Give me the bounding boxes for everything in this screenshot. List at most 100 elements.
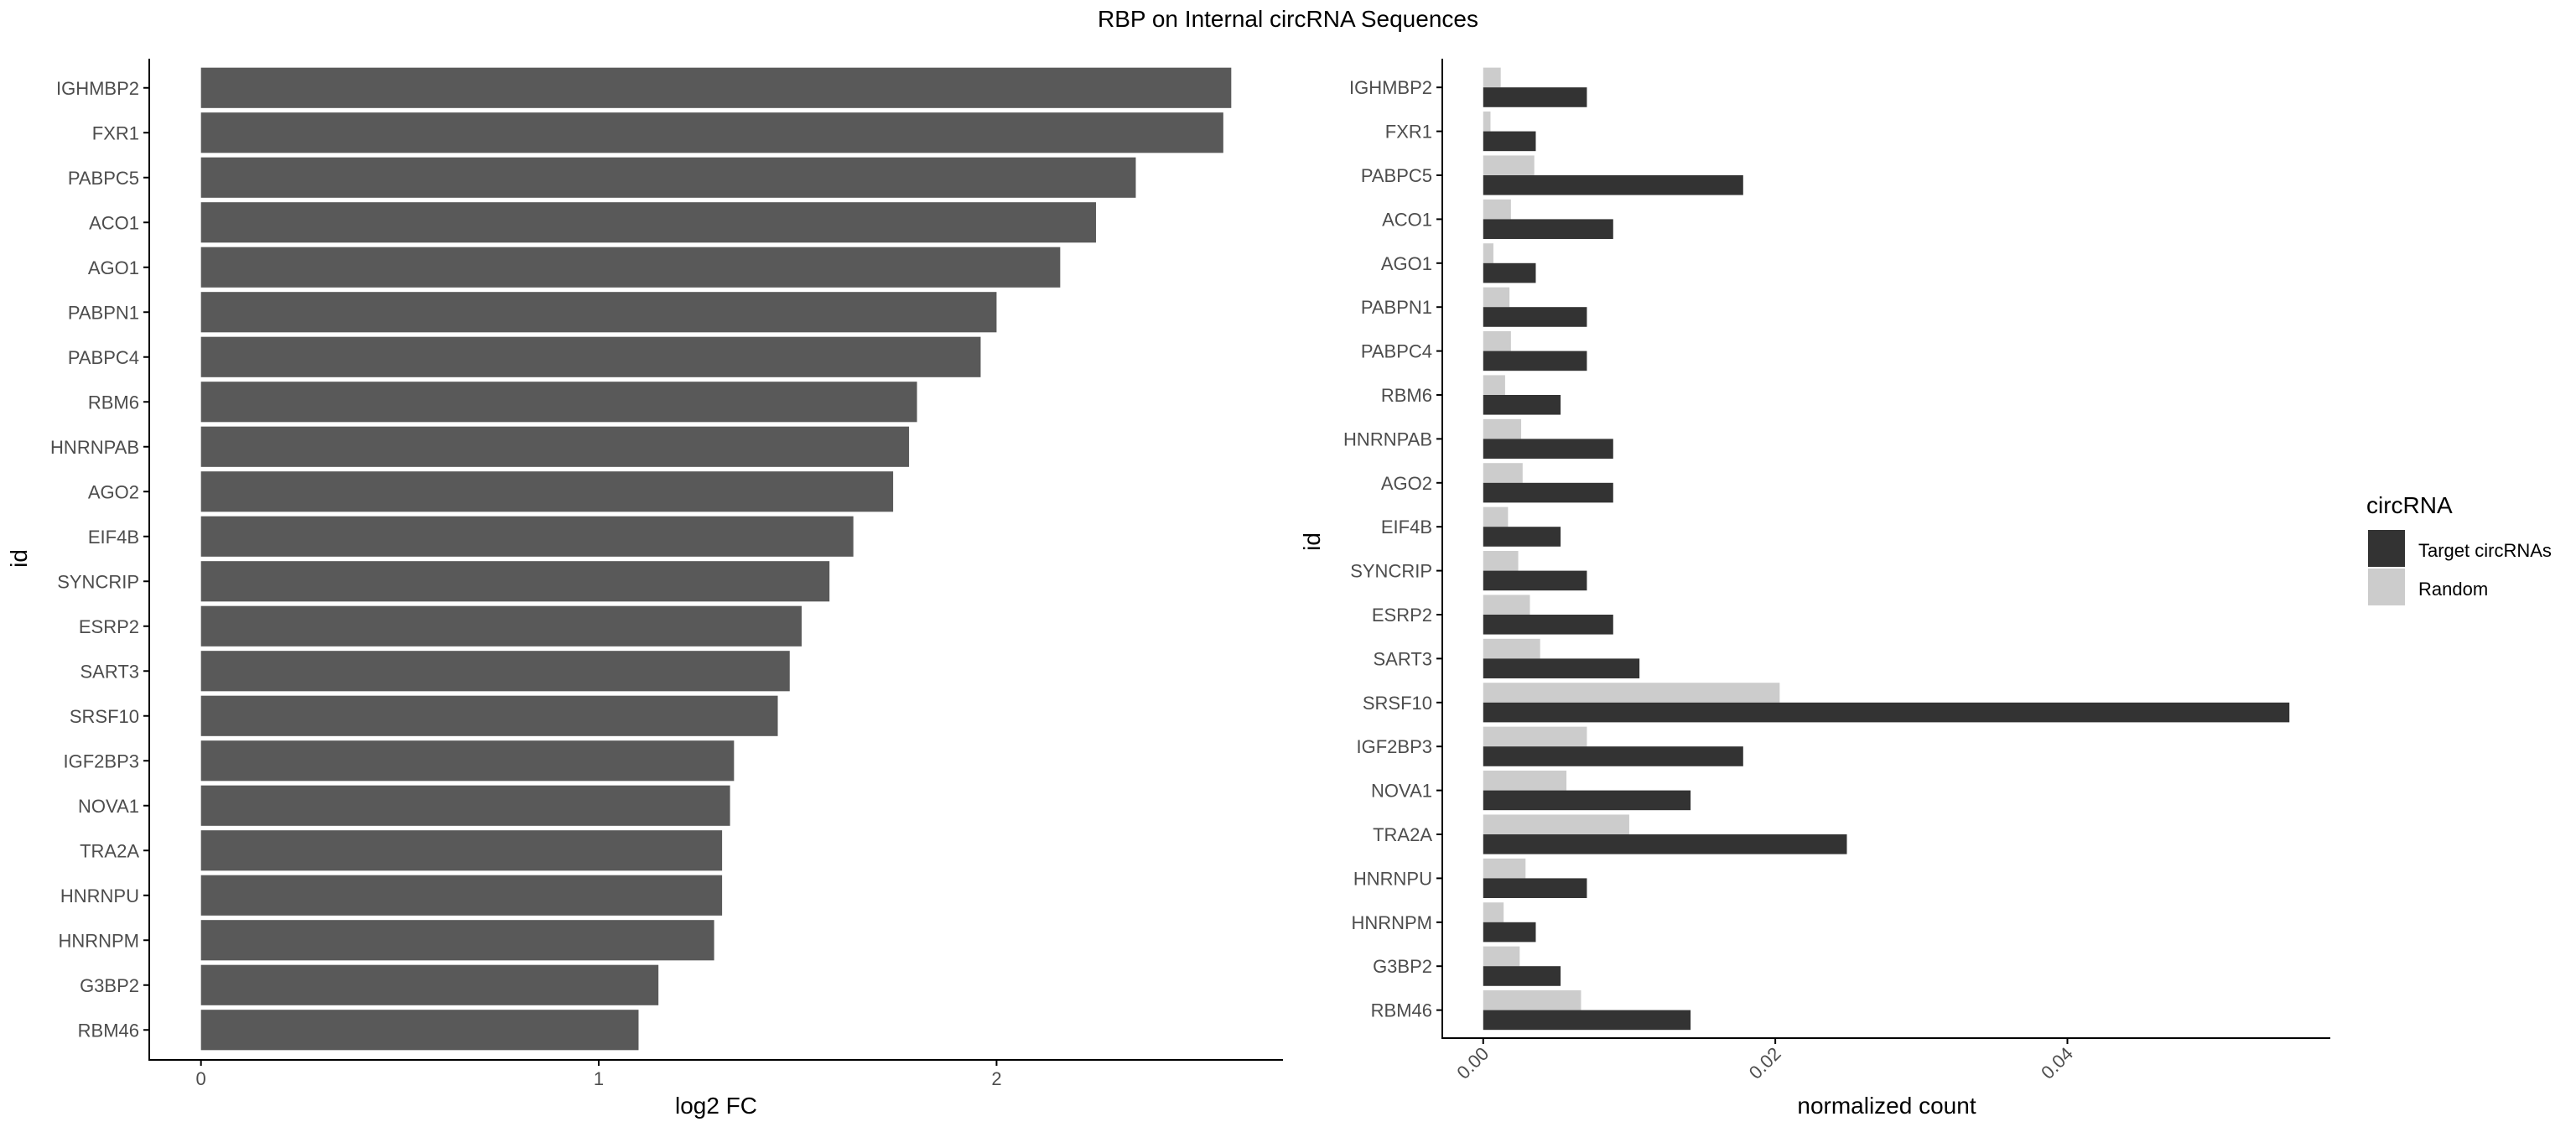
bar-random-syncrip bbox=[1483, 551, 1519, 571]
y-tick-label-fxr1: FXR1 bbox=[1385, 122, 1432, 143]
y-tick-label-hnrnpm: HNRNPM bbox=[1351, 912, 1432, 933]
y-tick-label-esrp2: ESRP2 bbox=[79, 616, 139, 637]
right-y-tick-labels: IGHMBP2 FXR1 PABPC5 ACO1 AGO1 PABPN1 PABPC4 RBM… bbox=[1343, 77, 1442, 1021]
bar-random-pabpc5 bbox=[1483, 155, 1535, 175]
bar-random-tra2a bbox=[1483, 814, 1629, 834]
chart-title: RBP on Internal circRNA Sequences bbox=[1098, 6, 1478, 32]
right-x-axis-title: normalized count bbox=[1797, 1093, 1976, 1119]
bar-target-rbm6 bbox=[1483, 395, 1561, 415]
y-tick-label-hnrnpm: HNRNPM bbox=[58, 930, 139, 951]
y-tick-label-nova1: NOVA1 bbox=[1371, 781, 1432, 802]
bar-target-ago2 bbox=[1483, 482, 1613, 503]
bar-random-hnrnpm bbox=[1483, 902, 1504, 922]
bar-esrp2 bbox=[200, 605, 802, 647]
bar-target-ago1 bbox=[1483, 262, 1536, 283]
bar-hnrnpm bbox=[200, 920, 714, 961]
bar-random-g3bp2 bbox=[1483, 946, 1520, 967]
bar-igf2bp3 bbox=[200, 740, 735, 782]
y-tick-label-aco1: ACO1 bbox=[1382, 209, 1432, 230]
y-tick-label-ighmbp2: IGHMBP2 bbox=[1349, 77, 1432, 98]
bar-pabpc4 bbox=[200, 336, 981, 377]
x-tick-label: 0.04 bbox=[2037, 1043, 2077, 1083]
y-tick-label-syncrip: SYNCRIP bbox=[57, 571, 139, 592]
bar-target-hnrnpab bbox=[1483, 439, 1613, 459]
bar-target-pabpc5 bbox=[1483, 175, 1743, 195]
bar-fxr1 bbox=[200, 112, 1223, 153]
y-tick-label-igf2bp3: IGF2BP3 bbox=[64, 750, 139, 771]
x-tick-label: 0 bbox=[196, 1068, 206, 1089]
bar-random-pabpc4 bbox=[1483, 331, 1511, 351]
bar-ighmbp2 bbox=[200, 67, 1232, 108]
y-tick-label-g3bp2: G3BP2 bbox=[1373, 956, 1432, 977]
y-tick-label-esrp2: ESRP2 bbox=[1372, 605, 1432, 626]
left-y-axis-title: id bbox=[6, 549, 32, 568]
bar-ago2 bbox=[200, 471, 894, 512]
y-tick-label-rbm46: RBM46 bbox=[1371, 1000, 1432, 1021]
bar-random-ago2 bbox=[1483, 463, 1523, 483]
bar-random-srsf10 bbox=[1483, 683, 1780, 703]
y-tick-label-hnrnpu: HNRNPU bbox=[60, 886, 139, 906]
y-tick-label-eif4b: EIF4B bbox=[1381, 517, 1432, 538]
legend-label-target: Target circRNAs bbox=[2418, 540, 2552, 561]
y-tick-label-pabpn1: PABPN1 bbox=[68, 302, 139, 323]
y-tick-label-pabpc4: PABPC4 bbox=[1361, 341, 1432, 362]
bar-target-igf2bp3 bbox=[1483, 746, 1743, 766]
y-tick-label-ago1: AGO1 bbox=[88, 257, 139, 278]
legend-swatch-target bbox=[2368, 530, 2405, 567]
bar-random-rbm46 bbox=[1483, 990, 1581, 1010]
bar-srsf10 bbox=[200, 695, 778, 736]
bar-random-pabpn1 bbox=[1483, 287, 1510, 308]
y-tick-label-rbm6: RBM6 bbox=[88, 392, 139, 413]
y-tick-label-sart3: SART3 bbox=[80, 661, 139, 682]
y-tick-label-pabpn1: PABPN1 bbox=[1361, 297, 1432, 318]
bar-random-ago1 bbox=[1483, 243, 1493, 263]
y-tick-label-ago1: AGO1 bbox=[1381, 253, 1432, 274]
bar-hnrnpu bbox=[200, 875, 723, 916]
bar-random-aco1 bbox=[1483, 199, 1511, 220]
right-x-ticks: 0.00 0.02 0.04 bbox=[1452, 1038, 2077, 1083]
y-tick-label-rbm6: RBM6 bbox=[1381, 385, 1432, 406]
bar-aco1 bbox=[200, 202, 1097, 243]
bar-target-pabpn1 bbox=[1483, 307, 1587, 327]
y-tick-label-tra2a: TRA2A bbox=[80, 840, 139, 861]
x-tick-label: 1 bbox=[594, 1068, 604, 1089]
y-tick-label-srsf10: SRSF10 bbox=[70, 706, 139, 727]
bar-hnrnpab bbox=[200, 426, 910, 467]
bar-rbm6 bbox=[200, 382, 917, 423]
bar-random-ighmbp2 bbox=[1483, 67, 1501, 88]
bar-random-sart3 bbox=[1483, 638, 1540, 659]
bar-tra2a bbox=[200, 830, 723, 871]
y-tick-label-igf2bp3: IGF2BP3 bbox=[1357, 736, 1432, 757]
left-x-ticks: 0 1 2 bbox=[196, 1060, 1002, 1089]
bar-target-fxr1 bbox=[1483, 131, 1536, 152]
legend-swatch-random bbox=[2368, 569, 2405, 605]
y-tick-label-syncrip: SYNCRIP bbox=[1350, 561, 1432, 582]
right-bars bbox=[1483, 67, 2290, 1031]
bar-g3bp2 bbox=[200, 964, 659, 1005]
y-tick-label-ago2: AGO2 bbox=[1381, 473, 1432, 494]
y-tick-label-fxr1: FXR1 bbox=[92, 122, 139, 143]
y-tick-label-sart3: SART3 bbox=[1373, 648, 1432, 669]
y-tick-label-rbm46: RBM46 bbox=[78, 1020, 139, 1041]
bar-pabpc5 bbox=[200, 157, 1136, 198]
left-y-tick-labels: IGHMBP2 FXR1 PABPC5 ACO1 AGO1 PABPN1 PABPC4 RBM… bbox=[50, 78, 149, 1041]
x-tick-label: 0.00 bbox=[1452, 1043, 1493, 1083]
y-tick-label-ighmbp2: IGHMBP2 bbox=[56, 78, 139, 99]
bar-random-hnrnpab bbox=[1483, 418, 1522, 439]
bar-random-hnrnpu bbox=[1483, 858, 1526, 879]
left-panel: IGHMBP2 FXR1 PABPC5 ACO1 AGO1 PABPN1 PABPC4 RBM… bbox=[6, 59, 1283, 1119]
y-tick-label-ago2: AGO2 bbox=[88, 481, 139, 502]
bar-rbm46 bbox=[200, 1010, 639, 1051]
bar-random-fxr1 bbox=[1483, 112, 1491, 132]
x-tick-label: 2 bbox=[991, 1068, 1001, 1089]
bar-target-hnrnpu bbox=[1483, 878, 1587, 898]
bar-sart3 bbox=[200, 651, 790, 692]
bar-target-srsf10 bbox=[1483, 702, 2290, 723]
bar-random-igf2bp3 bbox=[1483, 726, 1587, 747]
bar-random-esrp2 bbox=[1483, 595, 1530, 615]
y-tick-label-nova1: NOVA1 bbox=[78, 796, 139, 817]
bar-target-eif4b bbox=[1483, 527, 1561, 547]
bar-target-pabpc4 bbox=[1483, 351, 1587, 371]
y-tick-label-pabpc5: PABPC5 bbox=[68, 168, 139, 189]
